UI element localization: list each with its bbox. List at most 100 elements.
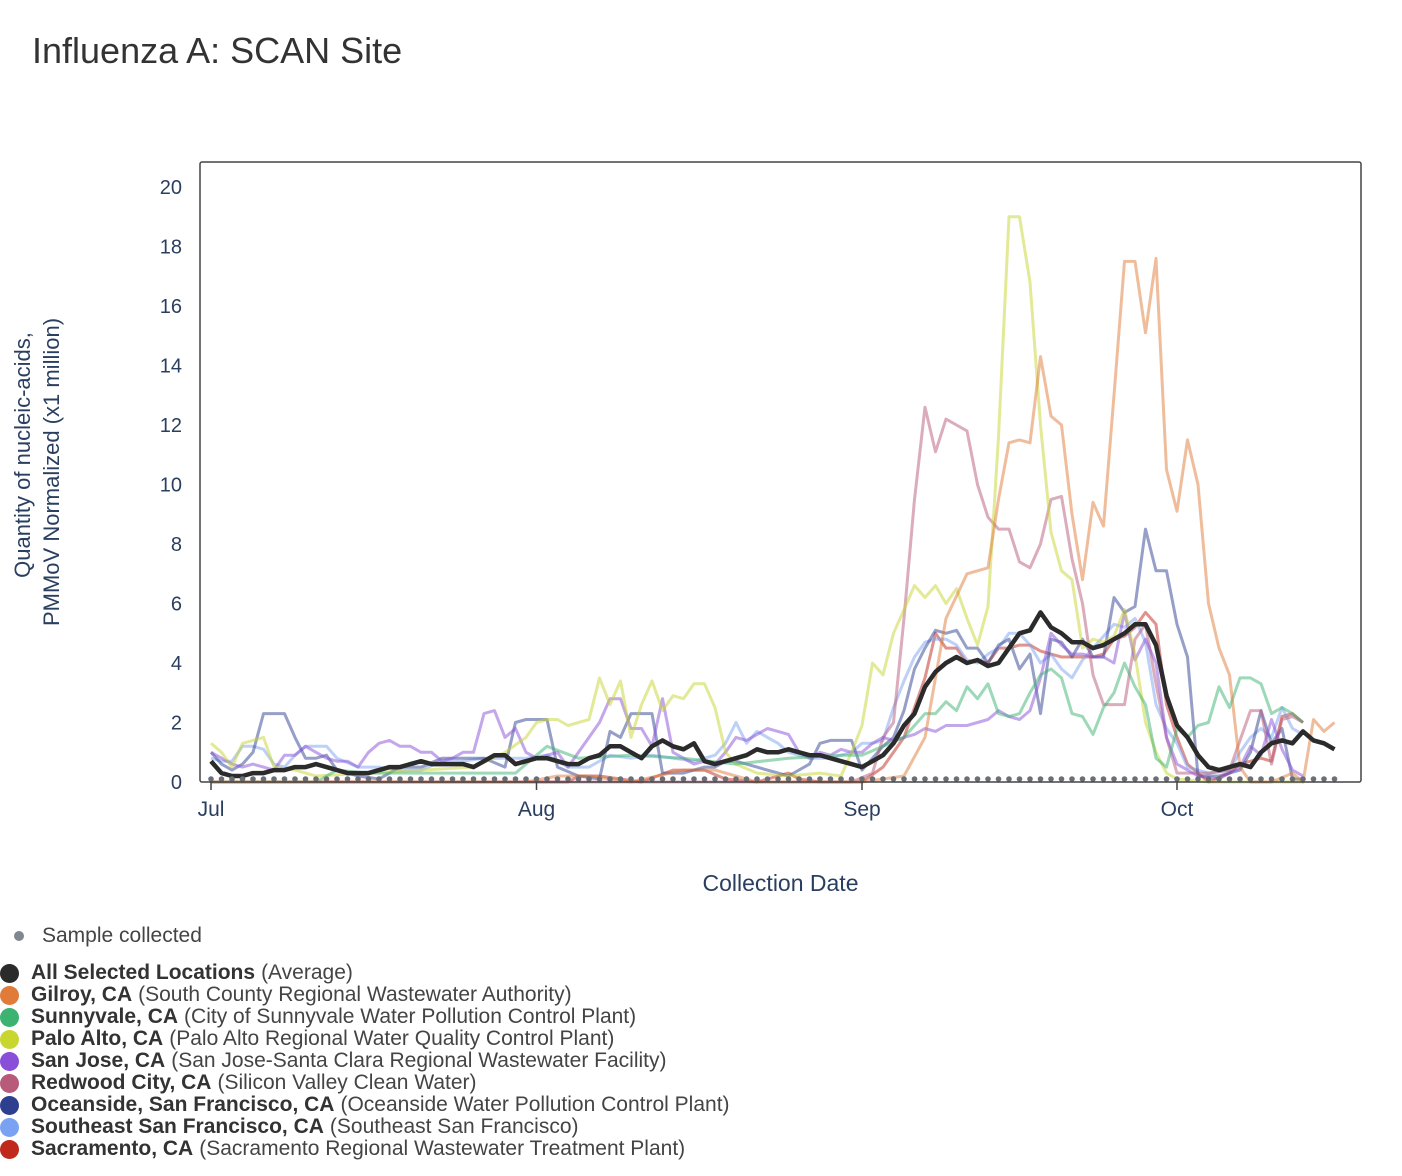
sample-marker[interactable] — [1111, 776, 1117, 782]
sample-marker[interactable] — [1069, 776, 1075, 782]
sample-marker[interactable] — [250, 776, 256, 782]
sample-marker[interactable] — [638, 776, 645, 782]
sample-marker[interactable] — [491, 776, 498, 782]
sample-marker[interactable] — [292, 776, 298, 782]
sample-marker[interactable] — [1279, 776, 1285, 782]
sample-marker[interactable] — [355, 776, 361, 782]
sample-marker[interactable] — [218, 776, 225, 782]
sample-marker[interactable] — [670, 776, 676, 782]
sample-marker[interactable] — [544, 776, 550, 782]
sample-marker[interactable] — [817, 776, 823, 782]
legend-sample-collected[interactable]: Sample collected — [10, 922, 202, 950]
sample-marker[interactable] — [407, 776, 414, 782]
sample-marker[interactable] — [712, 776, 718, 782]
chart[interactable]: 0 2 4 6 8 10 12 14 16 18 20 Jul Aug Sep Oct Collectio… — [0, 0, 1402, 910]
sample-marker[interactable] — [1058, 776, 1065, 782]
sample-marker[interactable] — [764, 776, 771, 782]
sample-marker[interactable] — [439, 776, 445, 782]
sample-marker[interactable] — [796, 776, 802, 782]
sample-marker[interactable] — [1195, 776, 1201, 782]
sample-marker[interactable] — [386, 776, 393, 782]
sample-marker[interactable] — [397, 776, 403, 782]
sample-marker[interactable] — [964, 776, 970, 782]
sample-marker[interactable] — [481, 776, 487, 782]
sample-marker[interactable] — [428, 776, 435, 782]
sample-marker[interactable] — [943, 776, 949, 782]
sample-marker[interactable] — [1027, 776, 1033, 782]
sample-marker[interactable] — [1006, 776, 1012, 782]
series-line-sunnyvale-ca[interactable] — [211, 661, 1304, 784]
sample-marker[interactable] — [1090, 776, 1096, 782]
sample-marker[interactable] — [1037, 776, 1044, 782]
sample-marker[interactable] — [1142, 776, 1149, 782]
legend-item[interactable]: Southeast San Francisco, CA (Southeast Sa… — [0, 1115, 730, 1138]
sample-marker[interactable] — [1100, 776, 1107, 782]
sample-marker[interactable] — [922, 776, 928, 782]
sample-marker[interactable] — [1184, 776, 1191, 782]
sample-marker[interactable] — [1132, 776, 1138, 782]
sample-marker[interactable] — [302, 776, 309, 782]
legend-item[interactable]: Oceanside, San Francisco, CA (Oceanside W… — [0, 1093, 730, 1116]
sample-marker[interactable] — [1163, 776, 1170, 782]
sample-marker[interactable] — [1268, 776, 1275, 782]
sample-marker[interactable] — [859, 776, 865, 782]
sample-marker[interactable] — [1016, 776, 1023, 782]
sample-marker[interactable] — [785, 776, 792, 782]
sample-marker[interactable] — [985, 776, 991, 782]
legend-item[interactable]: San Jose, CA (San Jose-Santa Clara Region… — [0, 1049, 730, 1072]
sample-marker[interactable] — [659, 776, 666, 782]
sample-marker[interactable] — [1048, 776, 1054, 782]
sample-marker[interactable] — [281, 776, 288, 782]
legend-item[interactable]: Sacramento, CA (Sacramento Regional Waste… — [0, 1137, 730, 1160]
series-line-sacramento-ca[interactable] — [211, 610, 1304, 784]
sample-marker[interactable] — [1216, 776, 1222, 782]
sample-marker[interactable] — [1226, 776, 1233, 782]
sample-marker[interactable] — [575, 776, 582, 782]
sample-marker[interactable] — [554, 776, 561, 782]
sample-marker[interactable] — [470, 776, 477, 782]
legend-item[interactable]: Gilroy, CA (South County Regional Wastewa… — [0, 983, 730, 1006]
sample-marker[interactable] — [995, 776, 1002, 782]
sample-marker[interactable] — [901, 776, 907, 782]
legend-item[interactable]: Palo Alto, CA (Palo Alto Regional Water Q… — [0, 1027, 730, 1050]
legend-item[interactable]: All Selected Locations (Average) — [0, 961, 730, 984]
sample-marker[interactable] — [239, 776, 246, 782]
sample-marker[interactable] — [376, 776, 382, 782]
sample-marker[interactable] — [596, 776, 603, 782]
sample-marker[interactable] — [1331, 776, 1338, 782]
sample-marker[interactable] — [260, 776, 267, 782]
sample-marker[interactable] — [208, 776, 214, 782]
sample-marker[interactable] — [743, 776, 750, 782]
sample-marker[interactable] — [1174, 776, 1180, 782]
sample-marker[interactable] — [838, 776, 844, 782]
sample-marker[interactable] — [1237, 776, 1243, 782]
sample-marker[interactable] — [953, 776, 960, 782]
sample-marker[interactable] — [313, 776, 319, 782]
sample-marker[interactable] — [334, 776, 340, 782]
sample-marker[interactable] — [1247, 776, 1254, 782]
sample-marker[interactable] — [460, 776, 466, 782]
sample-marker[interactable] — [565, 776, 571, 782]
sample-marker[interactable] — [1300, 776, 1306, 782]
sample-marker[interactable] — [607, 776, 613, 782]
sample-marker[interactable] — [932, 776, 939, 782]
sample-marker[interactable] — [1321, 776, 1327, 782]
sample-marker[interactable] — [775, 776, 781, 782]
sample-marker[interactable] — [1153, 776, 1159, 782]
sample-marker[interactable] — [229, 776, 235, 782]
sample-marker[interactable] — [344, 776, 351, 782]
sample-marker[interactable] — [848, 776, 855, 782]
sample-marker[interactable] — [680, 776, 687, 782]
series-line-redwood-city-ca[interactable] — [211, 405, 1304, 784]
sample-marker[interactable] — [1205, 776, 1212, 782]
sample-marker[interactable] — [691, 776, 697, 782]
sample-marker[interactable] — [733, 776, 739, 782]
sample-marker[interactable] — [911, 776, 918, 782]
series-line-oceanside-san-francisco-ca[interactable] — [209, 527, 1303, 781]
sample-marker[interactable] — [1079, 776, 1086, 782]
sample-marker[interactable] — [827, 776, 834, 782]
sample-marker[interactable] — [586, 776, 592, 782]
sample-marker[interactable] — [880, 776, 886, 782]
sample-marker[interactable] — [649, 776, 655, 782]
sample-marker[interactable] — [628, 776, 634, 782]
